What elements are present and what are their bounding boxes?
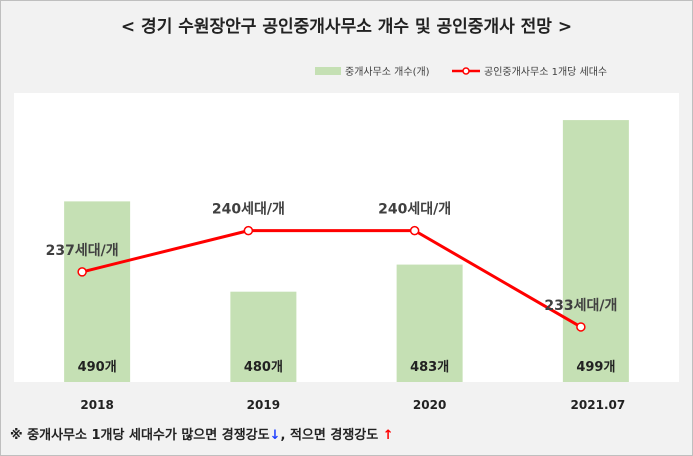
line-point [77, 267, 87, 277]
bar-2018 [64, 201, 131, 382]
line-series [81, 229, 582, 329]
legend-bar-swatch [315, 66, 341, 75]
arrow-down-icon: ↓ [269, 428, 281, 443]
bar-2020 [396, 264, 463, 382]
line-point [243, 225, 254, 236]
bars-layer [64, 120, 629, 382]
footnote: ※ 중개사무소 1개당 세대수가 많으면 경쟁강도↓, 적으면 경쟁강도 ↑ [10, 424, 394, 443]
labels-layer: 490개 480개 483개 499개 237세대/개 240세대/개 240세대/개 233… [46, 202, 618, 375]
legend-line-swatch [452, 66, 480, 75]
line-layer [77, 225, 586, 332]
footnote-text-1: ※ 중개사무소 1개당 세대수가 많으면 경쟁강도 [10, 428, 270, 443]
arrow-up-icon: ↑ [382, 428, 394, 443]
x-axis-ticks: 2018 2019 2020 2021.07 [80, 398, 625, 412]
legend-item-line: 공인중개사무소 1개당 세대수 [452, 63, 607, 78]
legend-item-bar: 중개사무소 개수(개) [315, 63, 430, 78]
line-label: 240세대/개 [378, 202, 451, 218]
bar-label: 490개 [78, 360, 117, 375]
x-tick-label: 2020 [413, 398, 446, 412]
x-tick-label: 2021.07 [571, 398, 626, 412]
bar-label: 480개 [244, 360, 283, 375]
legend-line-label: 공인중개사무소 1개당 세대수 [484, 67, 608, 78]
line-point [576, 322, 586, 332]
bar-label: 499개 [576, 360, 615, 375]
line-point [409, 225, 420, 236]
bar-label: 483개 [410, 360, 449, 375]
x-tick-label: 2018 [80, 398, 113, 412]
legend-bar-label: 중개사무소 개수(개) [345, 67, 430, 78]
chart-title: < 경기 수원장안구 공인중개사무소 개수 및 공인중개사 전망 > [120, 17, 573, 37]
line-label: 233세대/개 [544, 298, 617, 314]
footnote-text-2: , 적으면 경쟁강도 [280, 428, 383, 443]
line-label: 237세대/개 [46, 243, 119, 259]
x-tick-label: 2019 [247, 398, 280, 412]
bar-2021.07 [562, 120, 629, 382]
line-label: 240세대/개 [212, 202, 285, 218]
bar-2019 [230, 291, 297, 382]
